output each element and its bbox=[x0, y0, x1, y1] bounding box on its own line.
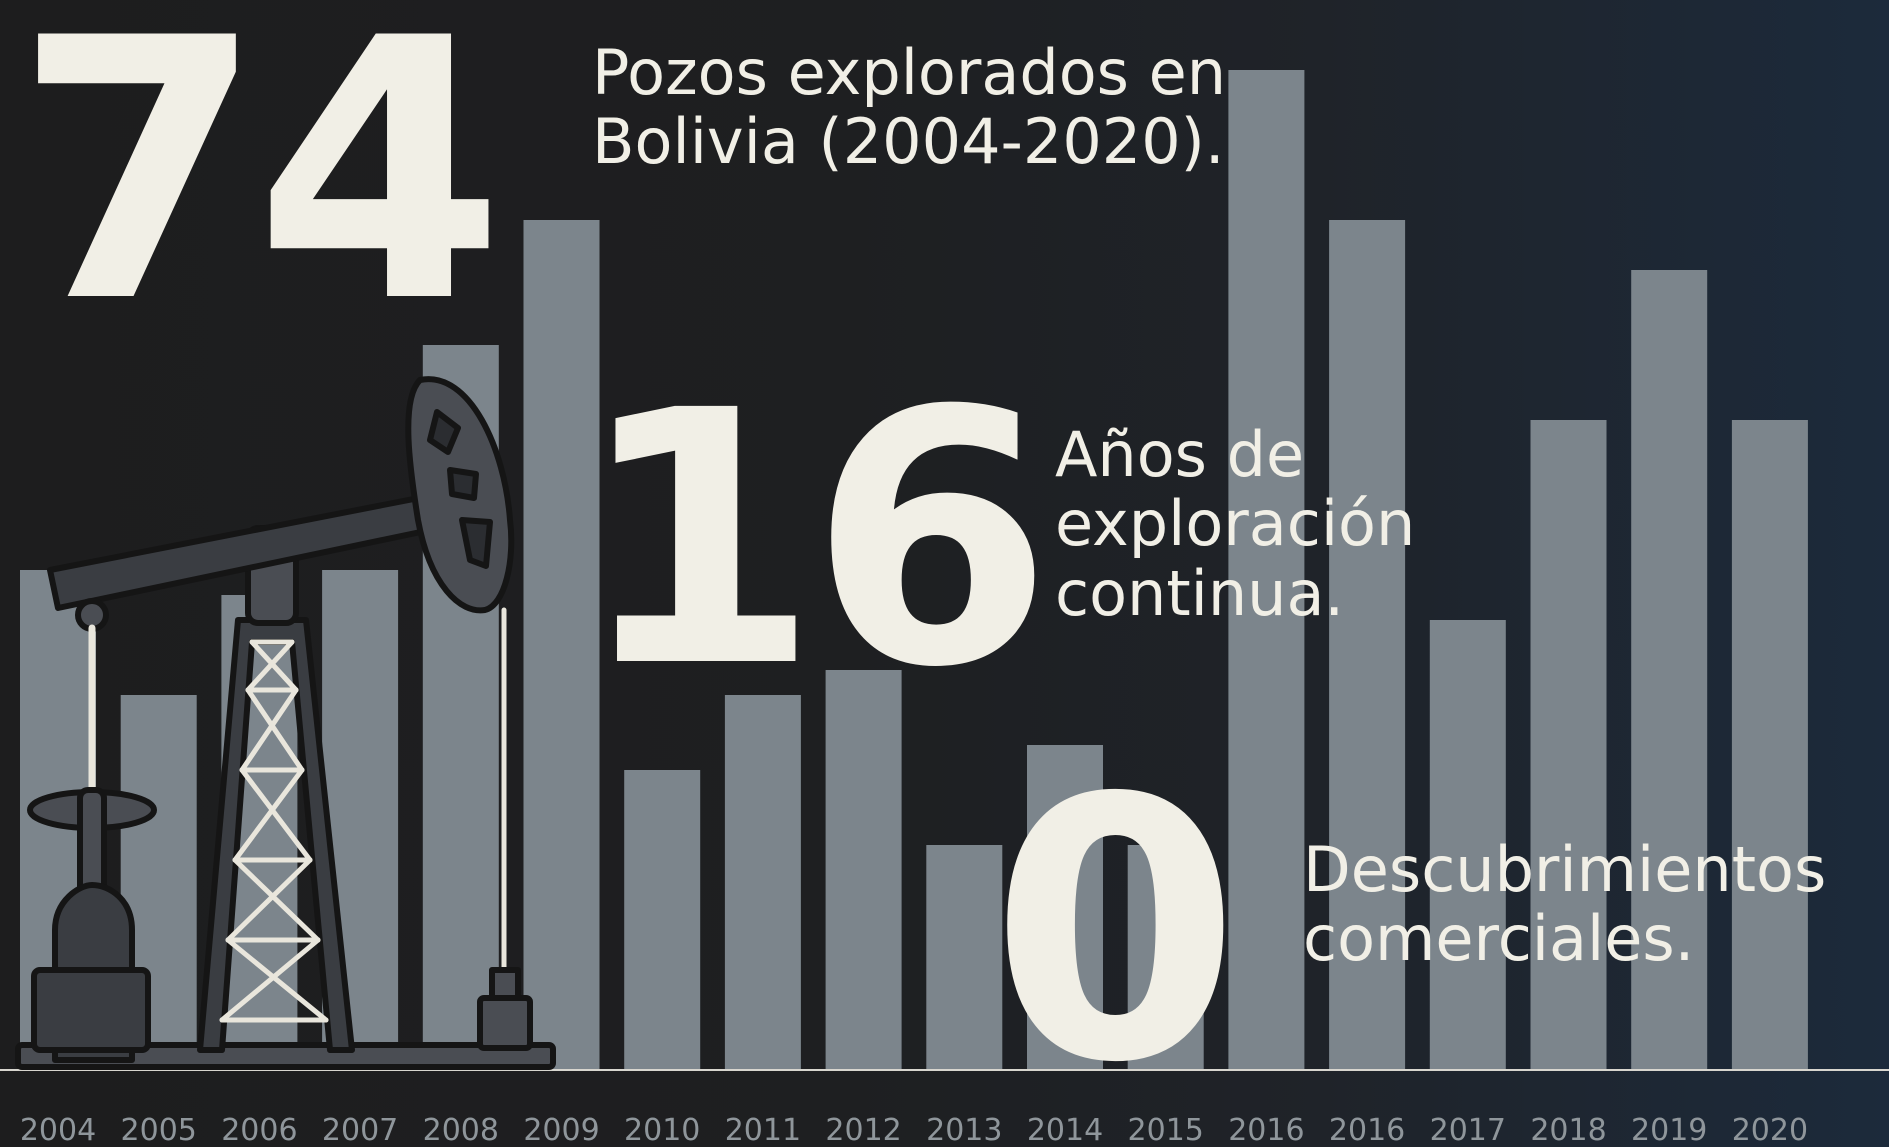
stat-years-caption: Años de exploración continua. bbox=[1055, 418, 1416, 630]
bar-2012 bbox=[825, 670, 902, 1070]
x-tick-label: 2015 bbox=[1128, 1113, 1204, 1147]
x-tick-label: 2020 bbox=[1732, 1113, 1808, 1147]
bar-2009 bbox=[523, 220, 600, 1070]
stat-wells-value: 74 bbox=[14, 0, 505, 381]
x-tick-label: 2011 bbox=[725, 1113, 801, 1147]
x-tick-label: 2007 bbox=[322, 1113, 398, 1147]
x-tick-label: 2016 bbox=[1228, 1113, 1304, 1147]
x-tick-labels: 2004 2005 2006 2007 2008 2009 2010 2011 2012 2013… bbox=[20, 1113, 1808, 1147]
x-tick-label: 2018 bbox=[1530, 1113, 1606, 1147]
bar-2017 bbox=[1429, 620, 1506, 1070]
bar-2016 bbox=[1228, 70, 1305, 1070]
bar-2013 bbox=[926, 845, 1003, 1070]
x-tick-label: 2006 bbox=[221, 1113, 297, 1147]
caption-line: comerciales. bbox=[1303, 902, 1695, 976]
x-tick-label: 2019 bbox=[1631, 1113, 1707, 1147]
bar-2020 bbox=[1731, 420, 1808, 1070]
x-tick-label: 2016 bbox=[1329, 1113, 1405, 1147]
bars-group bbox=[20, 70, 1808, 1070]
stat-discoveries-caption: Descubrimientos comerciales. bbox=[1303, 835, 1826, 974]
caption-line: Pozos explorados en bbox=[592, 36, 1227, 109]
caption-line: exploración bbox=[1055, 487, 1416, 561]
x-tick-label: 2012 bbox=[825, 1113, 901, 1147]
x-tick-label: 2017 bbox=[1430, 1113, 1506, 1147]
bar-2019 bbox=[1631, 270, 1708, 1070]
x-tick-label: 2013 bbox=[926, 1113, 1002, 1147]
stat-discoveries-value: 0 bbox=[990, 722, 1240, 1141]
x-tick-label: 2008 bbox=[423, 1113, 499, 1147]
x-tick-label: 2010 bbox=[624, 1113, 700, 1147]
bar-2014 bbox=[1027, 745, 1103, 1070]
caption-line: continua. bbox=[1055, 556, 1345, 630]
bar-2011 bbox=[724, 695, 801, 1070]
caption-line: Bolivia (2004-2020). bbox=[592, 105, 1225, 179]
x-tick-label: 2004 bbox=[20, 1113, 96, 1147]
oil-pumpjack-icon bbox=[15, 376, 556, 1070]
x-tick-label: 2005 bbox=[121, 1113, 197, 1147]
caption-line: Años de bbox=[1055, 418, 1305, 491]
x-tick-label: 2014 bbox=[1027, 1113, 1103, 1147]
bar-2016 bbox=[1329, 220, 1406, 1070]
x-tick-label: 2009 bbox=[523, 1113, 599, 1147]
bar-2015 bbox=[1127, 845, 1204, 1070]
bar-2010 bbox=[624, 770, 701, 1070]
bar-2018 bbox=[1530, 420, 1607, 1070]
stat-years-value: 16 bbox=[576, 336, 1053, 744]
caption-line: Descubrimientos bbox=[1303, 833, 1827, 906]
stat-wells-caption: Pozos explorados en Bolivia (2004-2020). bbox=[592, 38, 1226, 177]
